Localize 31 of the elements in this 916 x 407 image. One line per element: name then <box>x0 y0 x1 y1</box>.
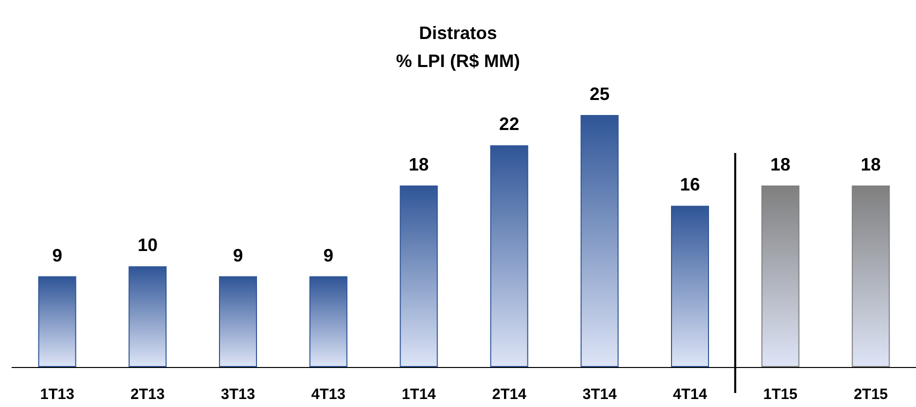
data-label: 16 <box>680 174 700 195</box>
data-label: 22 <box>499 114 520 134</box>
bar <box>671 206 709 367</box>
data-label: 9 <box>323 245 334 266</box>
bar <box>38 276 76 367</box>
x-tick-label: 4T14 <box>672 386 708 403</box>
x-tick-label: 2T15 <box>854 386 888 403</box>
data-label: 18 <box>770 154 790 175</box>
bar <box>400 186 438 367</box>
x-tick-label: 3T14 <box>582 386 618 403</box>
bar <box>852 186 890 367</box>
x-tick-label: 1T13 <box>40 386 74 403</box>
data-label: 9 <box>52 245 62 266</box>
data-label: 25 <box>590 84 610 104</box>
data-label: 10 <box>138 235 158 256</box>
bar <box>580 115 619 367</box>
x-tick-label: 3T13 <box>220 386 256 403</box>
x-tick-label: 2T13 <box>130 386 165 403</box>
bar <box>219 276 257 367</box>
data-label: 18 <box>408 154 429 175</box>
bar <box>128 266 167 367</box>
bar <box>761 186 800 367</box>
x-tick-label: 4T13 <box>311 386 346 403</box>
x-tick-label: 2T14 <box>492 386 527 403</box>
bar <box>309 276 348 367</box>
data-label: 9 <box>232 245 244 266</box>
data-label: 18 <box>860 154 881 175</box>
x-tick-label: 1T14 <box>402 386 437 403</box>
bar <box>490 145 528 367</box>
x-tick-label: 1T15 <box>763 386 798 403</box>
chart-title: Distratos % LPI (R$ MM) <box>396 23 520 71</box>
